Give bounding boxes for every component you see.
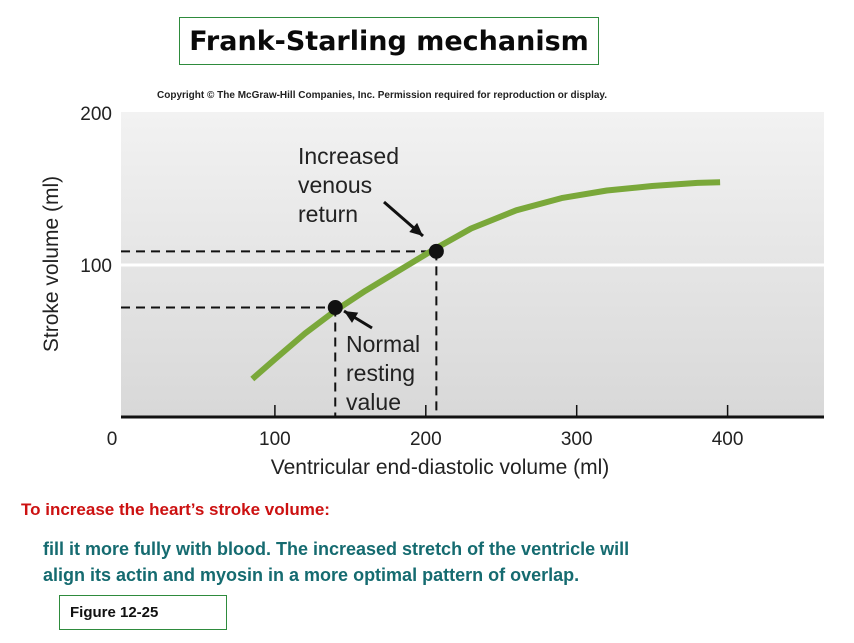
figure-label: Figure 12-25 [70,604,159,621]
data-point-marker [428,243,444,259]
x-axis-label: Ventricular end-diastolic volume (ml) [271,456,609,479]
x-tick-label: 300 [561,429,593,450]
y-tick-label: 200 [80,104,112,125]
page-title: Frank-Starling mechanism [189,25,589,57]
x-tick-label: 0 [107,429,118,450]
x-tick-label: 400 [712,429,744,450]
data-point-marker [327,300,343,316]
point-annotation-line: return [298,201,358,227]
stroke-volume-curve [250,179,721,382]
explanation-text: fill it more fully with blood. The incre… [43,536,843,588]
point-annotation-line: venous [298,172,372,198]
y-tick-label: 100 [80,256,112,277]
figure-label-box: Figure 12-25 [59,595,227,630]
copyright-notice: Copyright © The McGraw-Hill Companies, I… [157,90,608,101]
y-axis-label: Stroke volume (ml) [40,176,63,352]
x-tick-label: 200 [410,429,442,450]
point-annotation-line: Increased [298,143,399,169]
annotation-arrowhead [344,311,359,323]
point-annotation-line: value [346,389,401,415]
subheading: To increase the heart’s stroke volume: [21,500,330,519]
title-box: Frank-Starling mechanism [179,17,599,65]
explanation-line: align its actin and myosin in a more opt… [43,565,580,585]
point-annotation-line: Normal [346,331,420,357]
x-tick-label: 100 [259,429,291,450]
point-annotation-line: resting [346,360,415,386]
explanation-line: fill it more fully with blood. The incre… [43,539,630,559]
annotation-arrowhead [409,222,423,236]
